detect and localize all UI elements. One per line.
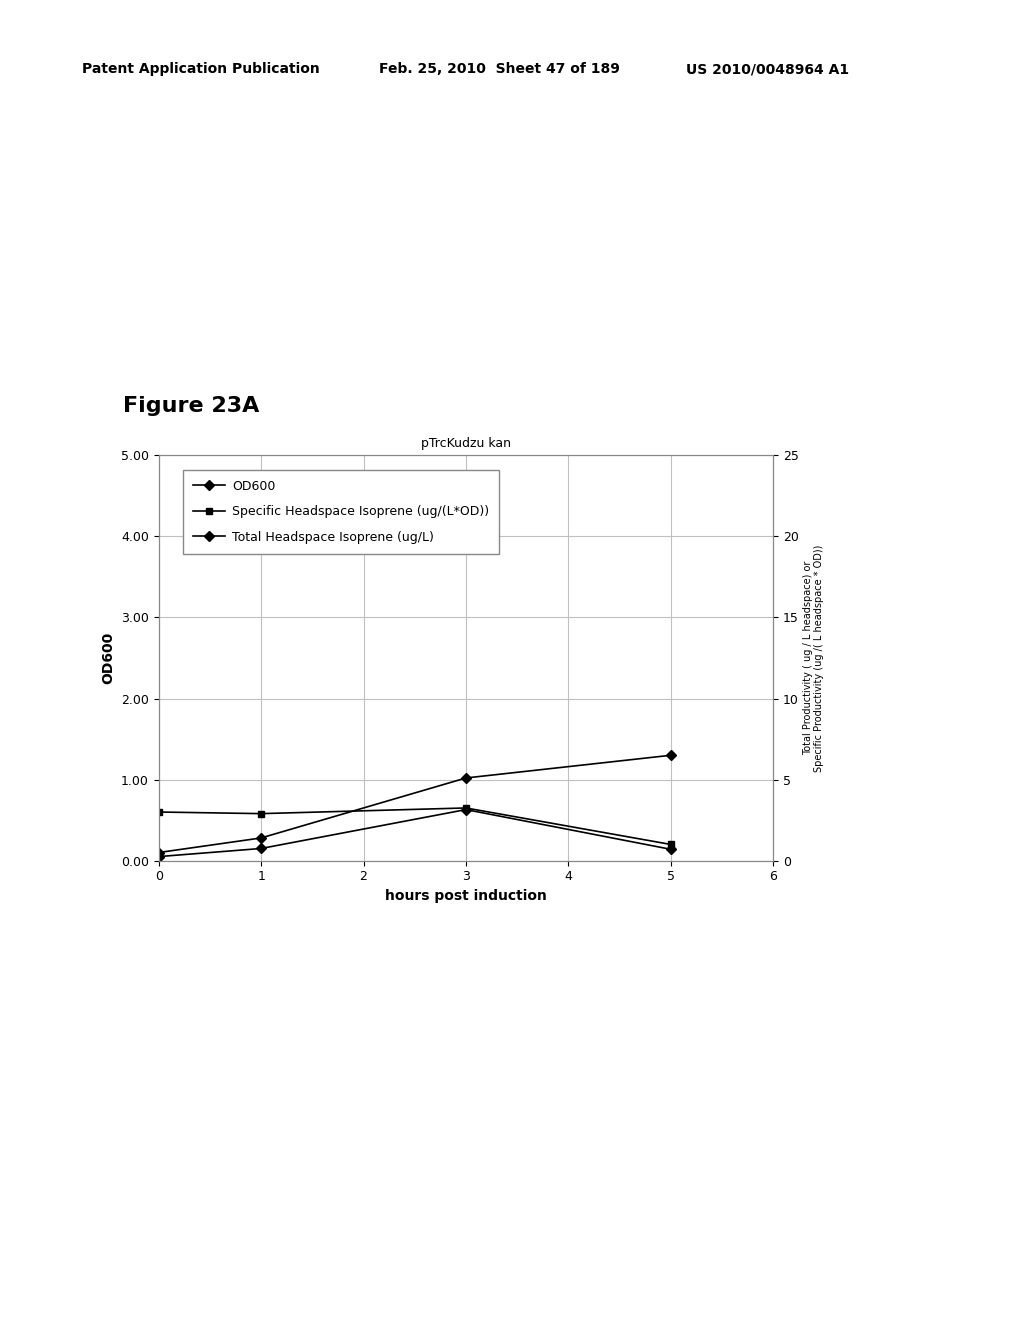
Y-axis label: OD600: OD600 bbox=[101, 632, 116, 684]
Y-axis label: Total Productivity ( ug / L headspace) or
Specific Productivity (ug /( L headspa: Total Productivity ( ug / L headspace) o… bbox=[803, 544, 824, 772]
Text: Feb. 25, 2010  Sheet 47 of 189: Feb. 25, 2010 Sheet 47 of 189 bbox=[379, 62, 620, 77]
Title: pTrcKudzu kan: pTrcKudzu kan bbox=[421, 437, 511, 450]
Text: US 2010/0048964 A1: US 2010/0048964 A1 bbox=[686, 62, 849, 77]
X-axis label: hours post induction: hours post induction bbox=[385, 888, 547, 903]
Text: Figure 23A: Figure 23A bbox=[123, 396, 259, 416]
Text: Patent Application Publication: Patent Application Publication bbox=[82, 62, 319, 77]
Legend: OD600, Specific Headspace Isoprene (ug/(L*OD)), Total Headspace Isoprene (ug/L): OD600, Specific Headspace Isoprene (ug/(… bbox=[183, 470, 500, 554]
